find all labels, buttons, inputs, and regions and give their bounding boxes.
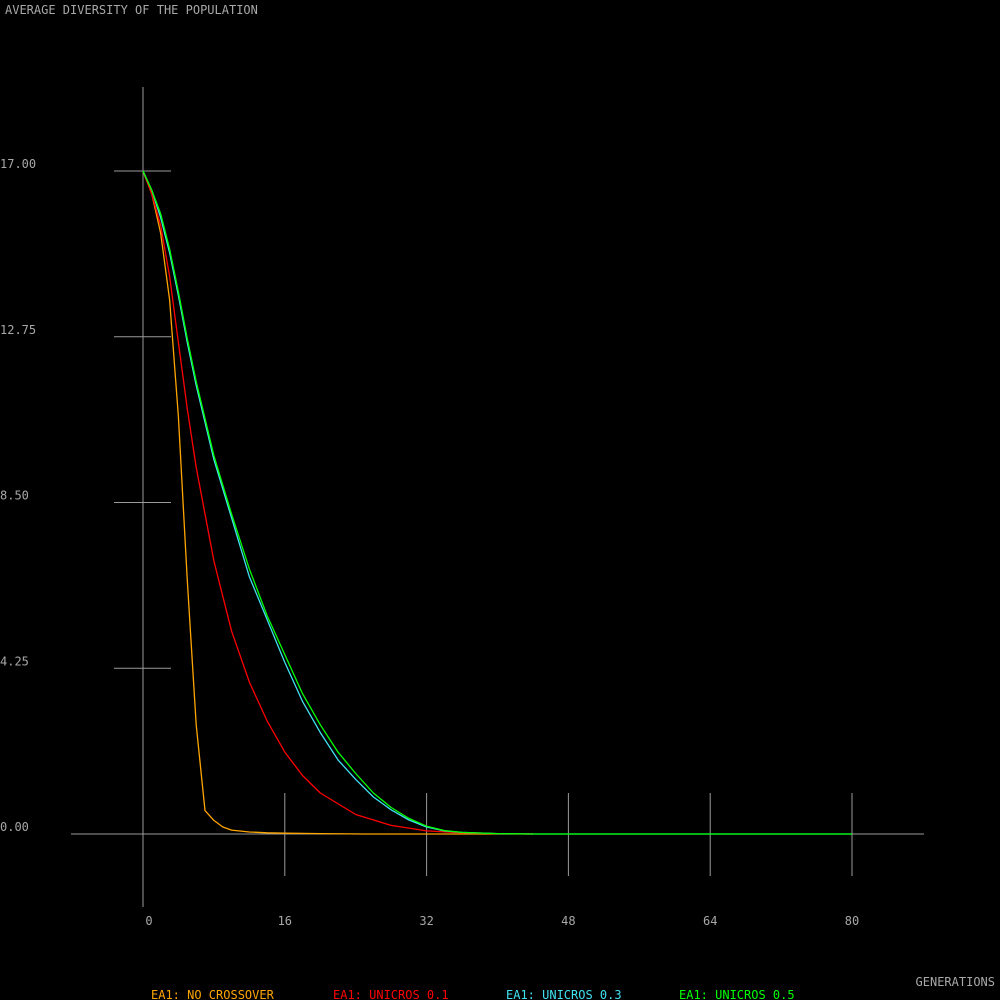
series-line-4 <box>142 170 852 835</box>
series-line-2 <box>142 170 534 835</box>
legend-entry: EA1: NO CROSSOVER <box>151 988 275 1000</box>
x-tick-label: 80 <box>845 914 859 928</box>
ticks: 0.00 4.25 8.50 12.75 17.00 0 16 32 48 64 80 <box>0 157 859 928</box>
x-axis-label: GENERATIONS <box>916 975 995 989</box>
legend: EA1: NO CROSSOVER EA1: UNICROS 0.1 EA1: UN… <box>151 988 795 1000</box>
x-tick-label: 32 <box>419 914 433 928</box>
legend-entry: EA1: UNICROS 0.1 <box>333 988 449 1000</box>
y-tick-label: 8.50 <box>0 489 29 503</box>
y-tick-label: 4.25 <box>0 654 29 668</box>
axes <box>71 87 924 907</box>
y-tick-label: 17.00 <box>0 157 36 171</box>
x-tick-label: 64 <box>703 914 717 928</box>
y-tick-label: 12.75 <box>0 323 36 337</box>
x-tick-label: 48 <box>561 914 575 928</box>
legend-entry: EA1: UNICROS 0.5 <box>679 988 795 1000</box>
chart-title: AVERAGE DIVERSITY OF THE POPULATION <box>5 3 258 17</box>
series-line-3 <box>142 170 852 835</box>
x-tick-label: 0 <box>145 914 152 928</box>
series-line-1 <box>142 170 533 835</box>
series-group <box>142 170 852 835</box>
y-tick-label: 0.00 <box>0 820 29 834</box>
legend-entry: EA1: UNICROS 0.3 <box>506 988 622 1000</box>
x-tick-label: 16 <box>278 914 292 928</box>
